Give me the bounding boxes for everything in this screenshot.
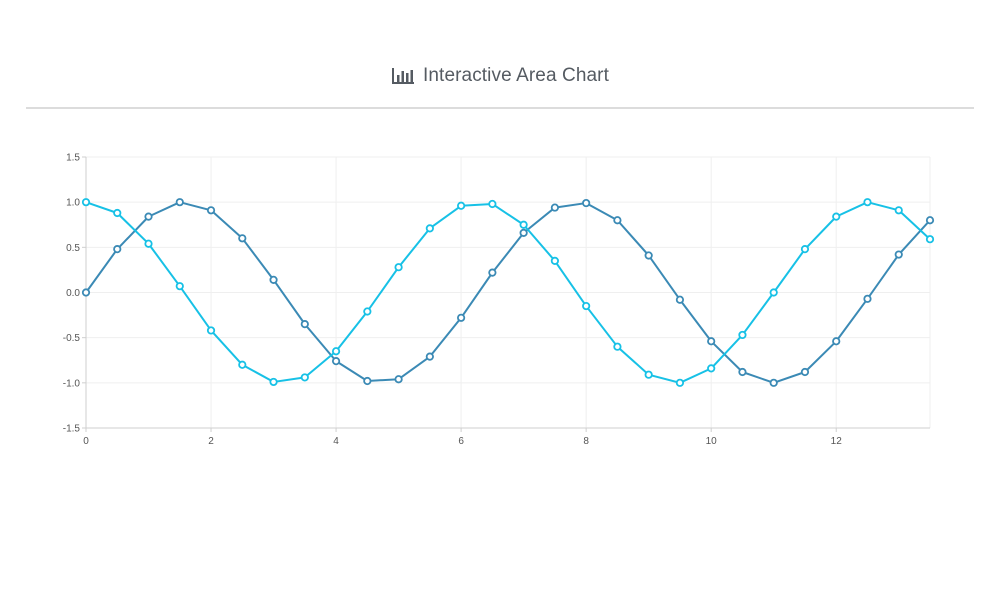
series-2-point[interactable] xyxy=(206,326,216,335)
series-1-point[interactable] xyxy=(832,337,841,346)
series-2-point[interactable] xyxy=(457,201,466,210)
series-2-point[interactable] xyxy=(613,342,622,351)
y-tick-label: 1.0 xyxy=(66,198,80,209)
series-2-point[interactable] xyxy=(81,198,91,207)
series-2-point[interactable] xyxy=(238,360,247,369)
series-1-point[interactable] xyxy=(769,378,778,387)
series-2-point[interactable] xyxy=(644,370,653,379)
series-2-point[interactable] xyxy=(800,245,810,254)
series-1-point[interactable] xyxy=(613,216,622,225)
series-2-point[interactable] xyxy=(894,206,903,215)
y-tick-label: 1.5 xyxy=(66,153,80,164)
series-2-point[interactable] xyxy=(582,301,591,311)
series-2-point[interactable] xyxy=(113,208,122,218)
series-line-1[interactable] xyxy=(85,201,931,384)
series-1-point[interactable] xyxy=(738,367,747,377)
series-2-point[interactable] xyxy=(832,212,841,221)
series-1-point[interactable] xyxy=(550,203,559,212)
series-1-point[interactable] xyxy=(894,250,903,259)
x-tick-label: 8 xyxy=(583,436,589,447)
series-2-point[interactable] xyxy=(300,373,309,382)
series-line-2[interactable] xyxy=(85,201,931,384)
series-1-point[interactable] xyxy=(81,288,91,297)
series-1-point[interactable] xyxy=(206,206,216,215)
series-1-point[interactable] xyxy=(675,295,685,304)
series-1-point[interactable] xyxy=(113,245,122,254)
series-1-point[interactable] xyxy=(863,294,872,303)
series-2-point[interactable] xyxy=(175,282,184,291)
series-2-point[interactable] xyxy=(144,239,153,248)
series-1-point[interactable] xyxy=(394,375,403,384)
x-tick-label: 2 xyxy=(208,436,214,447)
series-2-point[interactable] xyxy=(331,347,341,356)
series-2-point[interactable] xyxy=(394,263,403,272)
y-tick-label: 0.5 xyxy=(66,243,80,254)
series-1-point[interactable] xyxy=(300,320,309,329)
y-tick-label: -0.5 xyxy=(63,333,81,344)
series-1-point[interactable] xyxy=(800,367,810,377)
chart-header: Interactive Area Chart xyxy=(0,56,1000,96)
y-tick-label: -1.0 xyxy=(63,378,81,389)
bar-chart-icon xyxy=(391,67,415,85)
page-title: Interactive Area Chart xyxy=(423,65,609,86)
series-2-point[interactable] xyxy=(269,377,278,387)
series-2-point[interactable] xyxy=(925,235,935,244)
series-1-point[interactable] xyxy=(582,198,591,208)
series-2-point[interactable] xyxy=(769,288,778,297)
series-1-point[interactable] xyxy=(519,228,528,237)
x-tick-label: 0 xyxy=(83,436,89,447)
series-1-point[interactable] xyxy=(925,216,935,225)
series-2-point[interactable] xyxy=(488,199,497,209)
y-tick-label: -1.5 xyxy=(63,424,81,435)
series-1-point[interactable] xyxy=(707,337,716,346)
header-divider xyxy=(26,107,974,109)
series-2-point[interactable] xyxy=(863,198,872,207)
series-1-point[interactable] xyxy=(644,251,653,260)
series-1-point[interactable] xyxy=(425,352,434,361)
chart-svg[interactable]: 1.5 1.0 0.5 0.0 -0.5 -1.0 -1.50 2 4 6 8 10 12 xyxy=(0,140,1000,460)
series-1-point[interactable] xyxy=(331,357,341,366)
x-tick-label: 4 xyxy=(333,436,339,447)
series-1-point[interactable] xyxy=(269,275,278,284)
series-2-point[interactable] xyxy=(550,256,559,265)
x-tick-label: 10 xyxy=(706,436,718,447)
series-2-point[interactable] xyxy=(425,224,434,233)
series-2-point[interactable] xyxy=(738,330,747,340)
series-2-point[interactable] xyxy=(707,364,716,373)
series-1-point[interactable] xyxy=(238,234,247,243)
series-1-point[interactable] xyxy=(144,212,153,221)
x-tick-label: 12 xyxy=(831,436,843,447)
y-tick-label: 0.0 xyxy=(66,288,80,299)
series-1-point[interactable] xyxy=(457,313,466,322)
series-1-point[interactable] xyxy=(488,268,497,277)
x-tick-label: 6 xyxy=(458,436,464,447)
series-2-point[interactable] xyxy=(519,220,528,229)
series-2-point[interactable] xyxy=(363,307,372,316)
line-chart[interactable]: 1.5 1.0 0.5 0.0 -0.5 -1.0 -1.5 0 2 4 6 8 10 12 xyxy=(0,140,1000,460)
series-1-point[interactable] xyxy=(175,198,184,207)
series-2-point[interactable] xyxy=(675,378,685,387)
series-1-point[interactable] xyxy=(363,376,372,386)
